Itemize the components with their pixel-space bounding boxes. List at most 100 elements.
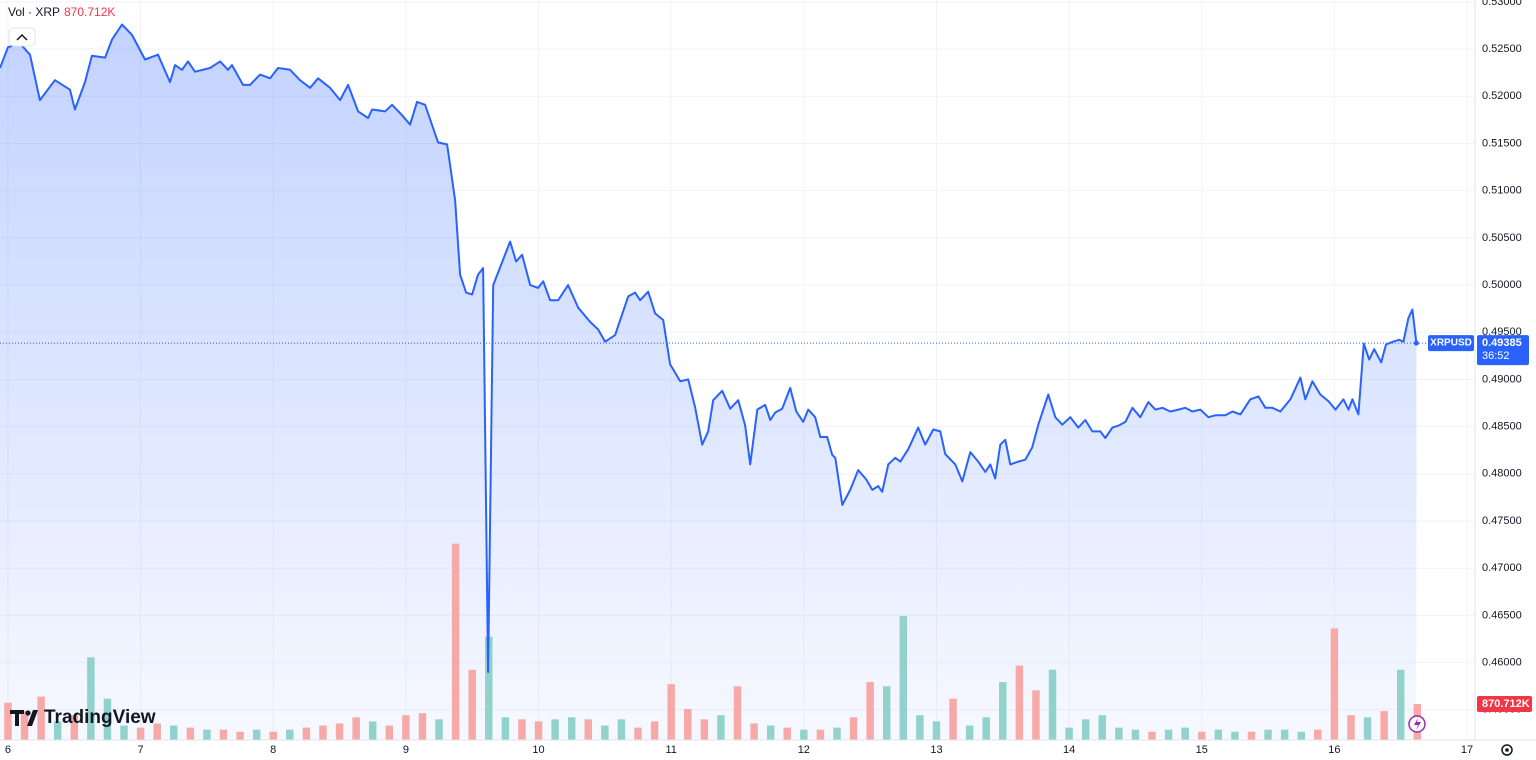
- volume-bar: [1396, 669, 1405, 740]
- volume-bar: [186, 727, 195, 740]
- y-tick-label: 0.48000: [1482, 468, 1522, 480]
- volume-bar: [37, 696, 45, 740]
- legend-volume-value: 870.712K: [64, 5, 115, 19]
- x-tick-label: 6: [5, 744, 11, 756]
- axes: 0.53000 0.52500 0.52000 0.51500 0.51000 0.505…: [5, 0, 1532, 756]
- volume-bar: [584, 719, 593, 740]
- volume-bar: [518, 719, 526, 740]
- volume-bar: [1297, 731, 1305, 740]
- volume-bar: [402, 715, 410, 740]
- y-tick-label: 0.50000: [1482, 279, 1522, 291]
- volume-bar: [949, 698, 957, 740]
- volume-bar: [418, 713, 427, 740]
- volume-bar: [1264, 729, 1272, 740]
- lightning-icon[interactable]: [1408, 715, 1426, 733]
- volume-bar: [1247, 731, 1256, 740]
- y-tick-label: 0.53000: [1482, 0, 1522, 8]
- watermark-text: TradingView: [44, 707, 156, 728]
- volume-bar: [882, 686, 891, 740]
- x-tick-label: 12: [798, 744, 810, 756]
- volume-bar: [717, 715, 725, 740]
- volume-bar: [1115, 727, 1123, 740]
- volume-bar: [1363, 717, 1372, 740]
- volume-layer: [4, 543, 1422, 740]
- volume-bar: [103, 698, 112, 740]
- area-layer: [0, 24, 1417, 740]
- volume-bar: [1181, 727, 1189, 740]
- volume-bar: [1032, 690, 1040, 740]
- volume-bar: [816, 729, 825, 740]
- volume-bar: [766, 725, 775, 740]
- symbol-label-box: [1428, 335, 1474, 352]
- area-fill: [0, 24, 1417, 740]
- x-tick-label: 10: [532, 744, 544, 756]
- volume-bar: [650, 721, 659, 740]
- volume-bar: [1347, 715, 1355, 740]
- volume-bar: [932, 721, 941, 740]
- countdown-label: 36:52: [1482, 350, 1510, 362]
- x-tick-label: 14: [1063, 744, 1075, 756]
- watermark: TradingView: [10, 707, 156, 728]
- volume-bar: [684, 708, 692, 740]
- volume-bar: [700, 719, 709, 740]
- volume-bar: [468, 669, 476, 740]
- y-tick-label: 0.47500: [1482, 515, 1522, 527]
- volume-bar: [1231, 731, 1239, 740]
- volume-bar: [551, 719, 559, 740]
- settings-icon[interactable]: [1501, 744, 1513, 756]
- volume-bar: [1098, 715, 1107, 740]
- volume-bar: [319, 725, 327, 740]
- x-tick-label: 11: [665, 744, 676, 756]
- volume-bar: [634, 727, 642, 740]
- y-tick-label: 0.48500: [1482, 421, 1522, 433]
- volume-bar: [236, 731, 244, 740]
- volume-bar: [252, 729, 261, 740]
- price-label: 0.49385: [1482, 337, 1522, 349]
- x-tick-label: 9: [403, 744, 409, 756]
- volume-bar: [999, 682, 1007, 740]
- volume-bar: [1015, 665, 1024, 740]
- volume-bar: [534, 721, 543, 740]
- volume-bar: [965, 725, 974, 740]
- volume-bar: [70, 715, 79, 740]
- legend-volume-name: Vol · XRP: [8, 5, 60, 19]
- price-line: [0, 23, 1418, 673]
- volume-bar: [485, 636, 493, 740]
- volume-bar: [501, 717, 510, 740]
- volume-bar: [120, 725, 128, 740]
- x-tick-label: 17: [1461, 744, 1473, 756]
- volume-bar: [783, 727, 791, 740]
- volume-bar: [833, 727, 841, 740]
- y-tick-label: 0.51500: [1482, 137, 1522, 149]
- y-tick-label: 0.46500: [1482, 609, 1522, 621]
- volume-label-box: [1477, 696, 1532, 713]
- volume-bar: [136, 727, 145, 740]
- volume-bar: [1198, 731, 1206, 740]
- volume-bar: [1131, 729, 1140, 740]
- volume-label: 870.712K: [1482, 698, 1530, 710]
- volume-bar: [203, 729, 211, 740]
- collapse-button[interactable]: [8, 27, 36, 47]
- x-tick-label: 7: [138, 744, 144, 756]
- x-tick-label: 16: [1328, 744, 1340, 756]
- volume-bar: [849, 717, 858, 740]
- x-tick-label: 8: [270, 744, 276, 756]
- y-tick-label: 0.50500: [1482, 232, 1522, 244]
- volume-bar: [667, 684, 675, 740]
- y-tick-label: 0.52000: [1482, 90, 1522, 102]
- volume-bar: [733, 686, 742, 740]
- volume-bar: [368, 721, 377, 740]
- symbol-label: XRPUSD: [1430, 338, 1472, 349]
- price-label-box: [1477, 335, 1529, 366]
- volume-bar: [567, 717, 576, 740]
- y-tick-label: 0.46000: [1482, 657, 1522, 669]
- volume-bar: [866, 682, 874, 740]
- volume-bar: [53, 721, 62, 740]
- x-tick-label: 15: [1196, 744, 1208, 756]
- volume-bar: [286, 729, 294, 740]
- volume-bar: [1280, 729, 1289, 740]
- volume-bar: [1081, 719, 1090, 740]
- line-layer: [0, 23, 1475, 673]
- volume-bar: [750, 723, 758, 740]
